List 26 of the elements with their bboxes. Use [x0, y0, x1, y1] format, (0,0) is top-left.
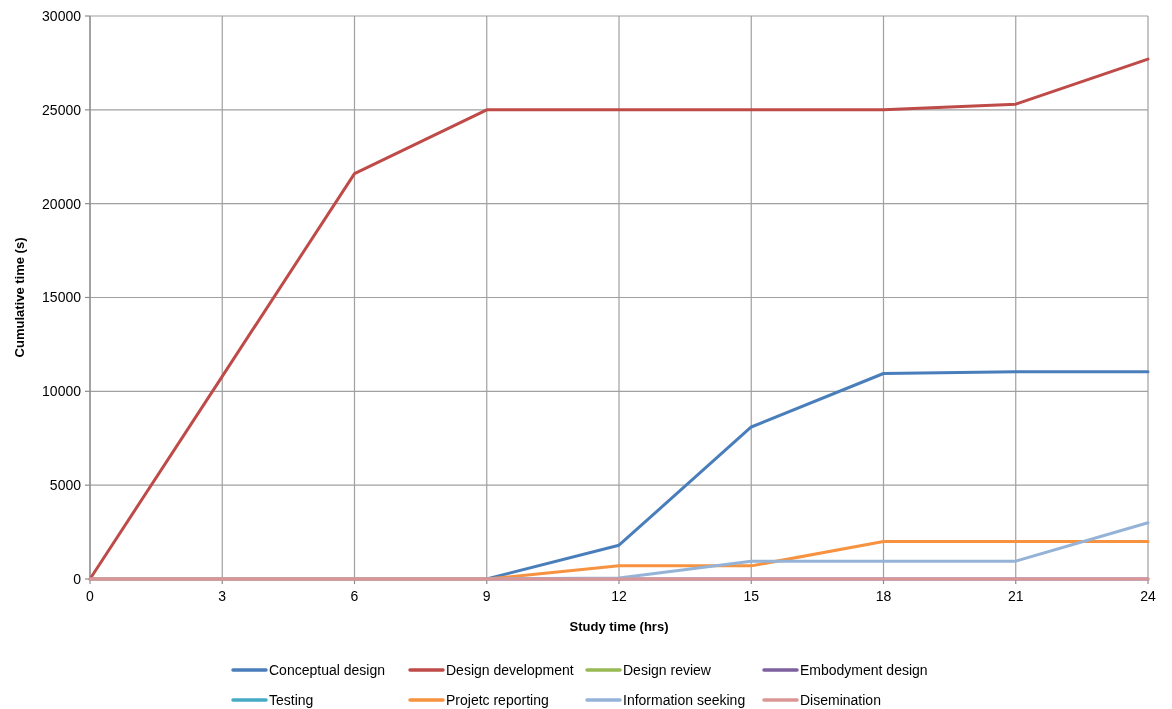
legend-label: Information seeking	[623, 691, 746, 708]
x-tick-label: 24	[1140, 588, 1156, 604]
legend-label: Projetc reporting	[446, 691, 549, 708]
y-tick-label: 30000	[42, 7, 82, 24]
x-tick-label: 6	[350, 588, 359, 604]
y-tick-label: 10000	[42, 383, 82, 400]
y-tick-label: 20000	[42, 195, 82, 212]
y-axis-title: Cumulative time (s)	[12, 237, 27, 358]
y-tick-label: 5000	[49, 477, 82, 494]
x-tick-label: 15	[743, 588, 760, 604]
legend-label: Testing	[269, 691, 314, 708]
legend-label: Embodyment design	[800, 661, 928, 678]
x-tick-label: 3	[218, 588, 227, 604]
legend-label: Conceptual design	[269, 661, 385, 678]
x-tick-label: 0	[86, 588, 95, 604]
legend-label: Disemination	[800, 691, 881, 708]
x-tick-label: 9	[482, 588, 491, 604]
legend-label: Design review	[623, 661, 712, 678]
y-tick-label: 0	[73, 570, 82, 587]
x-tick-label: 12	[611, 588, 627, 604]
x-tick-label: 21	[1007, 588, 1024, 604]
y-tick-label: 15000	[42, 289, 82, 306]
x-axis-title: Study time (hrs)	[569, 619, 669, 634]
x-tick-label: 18	[875, 588, 892, 604]
y-tick-label: 25000	[42, 101, 82, 118]
legend-label: Design development	[446, 661, 574, 678]
